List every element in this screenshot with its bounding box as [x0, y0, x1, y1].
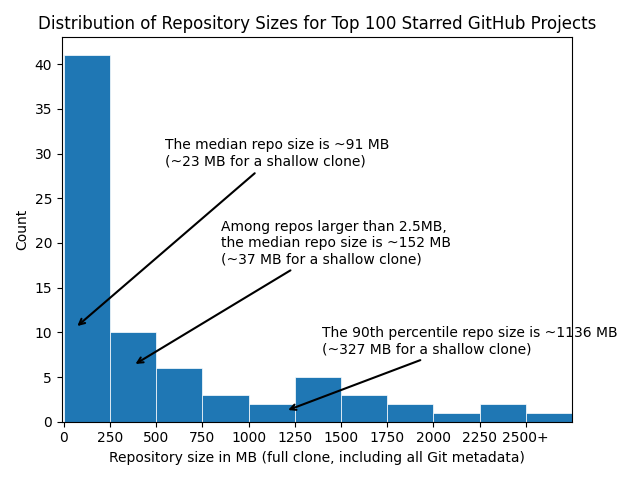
Text: Among repos larger than 2.5MB,
the median repo size is ~152 MB
(~37 MB for a sha: Among repos larger than 2.5MB, the media…: [138, 220, 451, 363]
Bar: [387, 404, 433, 422]
Text: The 90th percentile repo size is ~1136 MB
(~327 MB for a shallow clone): The 90th percentile repo size is ~1136 M…: [291, 326, 618, 410]
Bar: [202, 395, 248, 422]
Bar: [433, 413, 479, 422]
Bar: [479, 404, 526, 422]
Text: The median repo size is ~91 MB
(~23 MB for a shallow clone): The median repo size is ~91 MB (~23 MB f…: [79, 138, 390, 324]
Bar: [64, 55, 110, 422]
Bar: [341, 395, 387, 422]
Bar: [295, 377, 341, 422]
Bar: [110, 332, 156, 422]
Bar: [156, 368, 202, 422]
Bar: [526, 413, 572, 422]
Y-axis label: Count: Count: [15, 209, 29, 250]
Title: Distribution of Repository Sizes for Top 100 Starred GitHub Projects: Distribution of Repository Sizes for Top…: [38, 15, 596, 33]
Bar: [248, 404, 295, 422]
X-axis label: Repository size in MB (full clone, including all Git metadata): Repository size in MB (full clone, inclu…: [109, 451, 525, 465]
